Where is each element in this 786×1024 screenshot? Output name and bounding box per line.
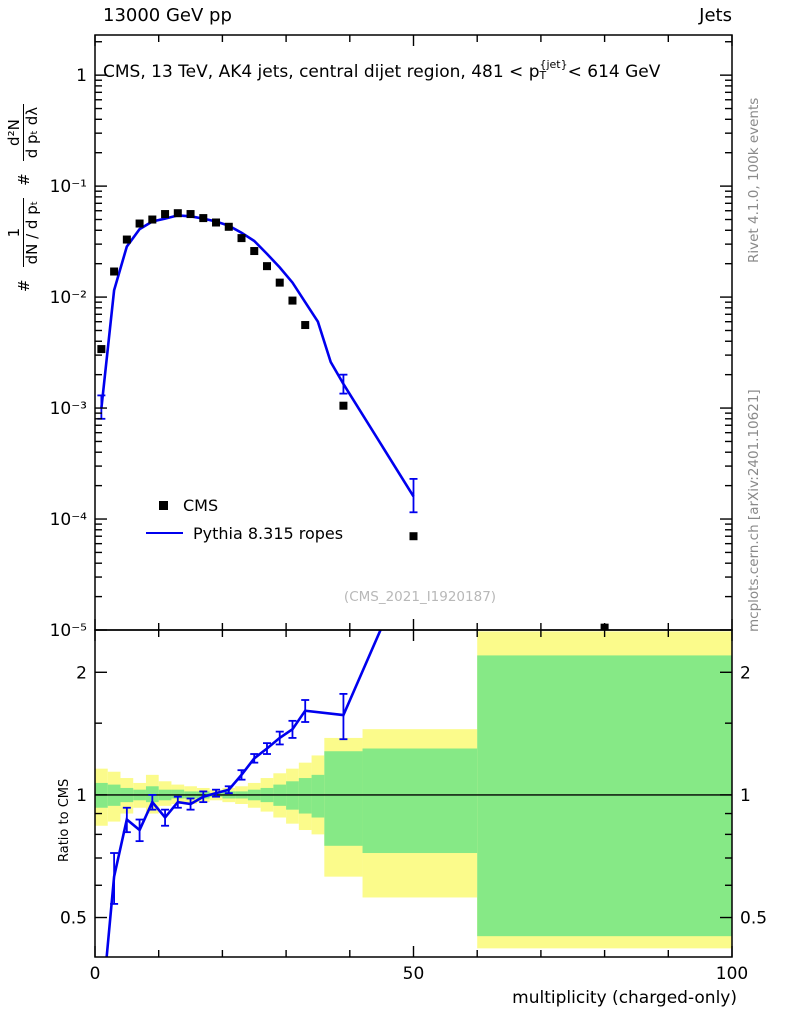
legend-label-cms: CMS (183, 495, 219, 515)
svg-text:0.5: 0.5 (60, 909, 87, 929)
beam-info: 13000 GeV pp (103, 5, 232, 26)
ylabel-frac2-num: d²N (5, 103, 25, 162)
pythia-line-marker-icon (146, 532, 183, 534)
plot-title-sup: {jet} (539, 58, 568, 71)
svg-text:2: 2 (76, 663, 87, 683)
ratio-axis-label: Ratio to CMS (57, 778, 72, 862)
ylabel-frac2-den: d pₜ dλ (23, 106, 42, 159)
svg-text:1: 1 (76, 786, 87, 806)
cms-square-marker-icon (159, 500, 168, 510)
ylabel-frac1-num: 1 (5, 197, 25, 268)
svg-text:10⁻⁴: 10⁻⁴ (50, 510, 88, 530)
plot-title-sub: T (539, 69, 547, 82)
legend: CMS Pythia 8.315 ropes (146, 491, 343, 547)
analysis-group: Jets (699, 5, 732, 26)
svg-text:0.5: 0.5 (740, 909, 767, 929)
svg-text:50: 50 (403, 964, 425, 984)
svg-text:10⁻²: 10⁻² (50, 288, 87, 308)
mcplots-note: mcplots.cern.ch [arXiv:2401.10621] (746, 389, 762, 632)
svg-text:0: 0 (90, 964, 101, 984)
legend-label-pythia: Pythia 8.315 ropes (193, 523, 344, 543)
ylabel-hash-1: # (14, 279, 33, 292)
ylabel-frac1-den: dN / d pₜ (23, 200, 42, 265)
y-axis-label: # 1 dN / d pₜ # d²N d pₜ dλ (5, 40, 42, 292)
svg-text:10⁻¹: 10⁻¹ (50, 177, 87, 197)
ylabel-hash-2: # (14, 173, 33, 186)
svg-text:2: 2 (740, 663, 751, 683)
svg-text:1: 1 (740, 786, 751, 806)
rivet-version-note: Rivet 4.1.0, 100k events (746, 97, 762, 263)
ylabel-fraction-1: 1 dN / d pₜ (5, 197, 42, 268)
plot-title: CMS, 13 TeV, AK4 jets, central dijet reg… (103, 59, 661, 83)
legend-item-cms: CMS (146, 491, 343, 519)
x-axis-label: multiplicity (charged-only) (512, 988, 737, 1008)
svg-text:100: 100 (716, 964, 748, 984)
ylabel-fraction-2: d²N d pₜ dλ (5, 103, 42, 162)
plot-title-post: < 614 GeV (567, 62, 661, 82)
analysis-id-watermark: (CMS_2021_I1920187) (343, 589, 497, 605)
svg-text:1: 1 (76, 66, 87, 86)
svg-text:10⁻³: 10⁻³ (50, 399, 87, 419)
pt-jet-symbol: {jet} T (539, 59, 567, 81)
svg-text:10⁻⁵: 10⁻⁵ (50, 621, 87, 641)
plot-title-pre: CMS, 13 TeV, AK4 jets, central dijet reg… (103, 62, 540, 82)
legend-item-pythia: Pythia 8.315 ropes (146, 519, 343, 547)
